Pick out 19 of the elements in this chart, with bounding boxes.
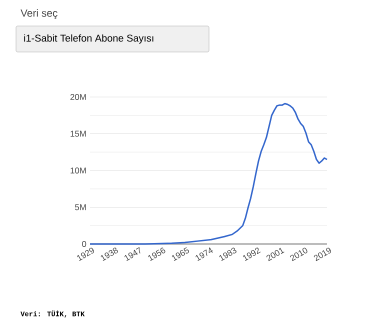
x-tick-label: 2001: [266, 248, 284, 262]
x-tick-label: 1947: [124, 247, 140, 262]
chart-title: i1-Sabit Telefon Abone Sayısı: [24, 34, 154, 44]
x-tick-label: 2010: [290, 248, 308, 262]
x-tick-label: 1965: [172, 247, 189, 262]
y-tick-label: 20M: [70, 94, 86, 100]
x-tick-label: 1956: [148, 248, 166, 262]
text: Veri seç: [20, 9, 58, 19]
y-tick-label: 0: [82, 241, 86, 247]
y-tick-label: 15M: [70, 130, 86, 137]
line-series: [89, 102, 328, 245]
x-tick-label: 1983: [219, 248, 236, 262]
x-tick-label: 1938: [100, 248, 118, 262]
x-tick-label: 1974: [196, 247, 213, 262]
y-tick-label: 5M: [75, 204, 86, 210]
x-tick-label: 1929: [77, 248, 94, 262]
y-tick-label: 10M: [70, 168, 86, 174]
x-tick-label: 2019: [314, 248, 331, 262]
x-tick-label: 1992: [242, 248, 261, 262]
